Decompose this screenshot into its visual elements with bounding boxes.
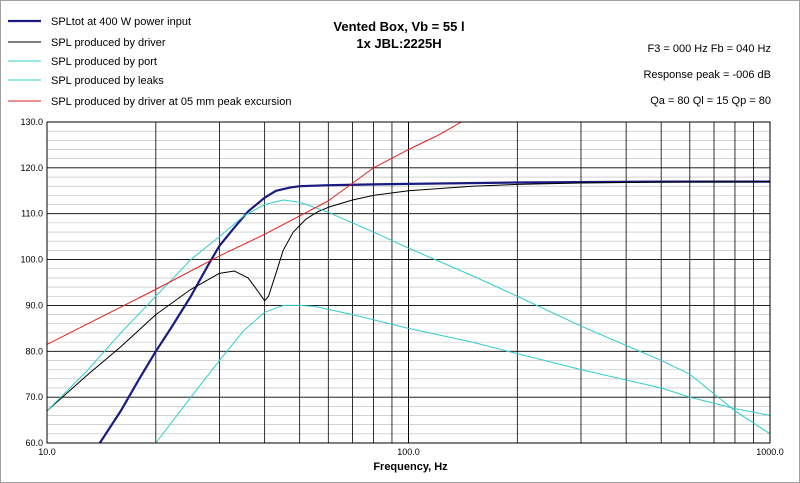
info-line: Response peak = -006 dB <box>643 69 771 81</box>
legend-label: SPL produced by driver at 05 mm peak exc… <box>51 96 292 108</box>
spl-total-line <box>98 180 770 443</box>
spl-driver-line <box>47 181 770 412</box>
x-tick-label: 100.0 <box>397 447 420 457</box>
info-line: Qa = 80 Ql = 15 Qp = 80 <box>650 95 771 107</box>
x-axis-label: Frequency, Hz <box>373 461 448 473</box>
y-tick-label: 120.0 <box>20 163 43 173</box>
y-tick-label: 100.0 <box>20 255 43 265</box>
y-tick-label: 70.0 <box>25 392 43 402</box>
legend-label: SPL produced by port <box>51 56 157 68</box>
y-tick-label: 130.0 <box>20 117 43 127</box>
y-tick-label: 80.0 <box>25 346 43 356</box>
legend-label: SPL produced by leaks <box>51 75 164 87</box>
plot-frame <box>46 121 771 444</box>
info-line: F3 = 000 Hz Fb = 040 Hz <box>647 43 771 55</box>
chart-subtitle: 1x JBL:2225H <box>356 36 441 51</box>
legend-label: SPL produced by driver <box>51 37 166 49</box>
chart-title: Vented Box, Vb = 55 l <box>333 19 464 34</box>
spl-excursion-line <box>47 122 462 345</box>
y-tick-label: 90.0 <box>25 300 43 310</box>
spl-port-line <box>47 199 770 435</box>
legend-label: SPLtot at 400 W power input <box>51 16 191 28</box>
y-tick-label: 60.0 <box>25 438 43 448</box>
y-tick-label: 110.0 <box>21 209 43 219</box>
spl-leaks-line <box>155 304 770 443</box>
x-tick-label: 10.0 <box>38 447 56 457</box>
x-tick-label: 1000.0 <box>756 447 784 457</box>
